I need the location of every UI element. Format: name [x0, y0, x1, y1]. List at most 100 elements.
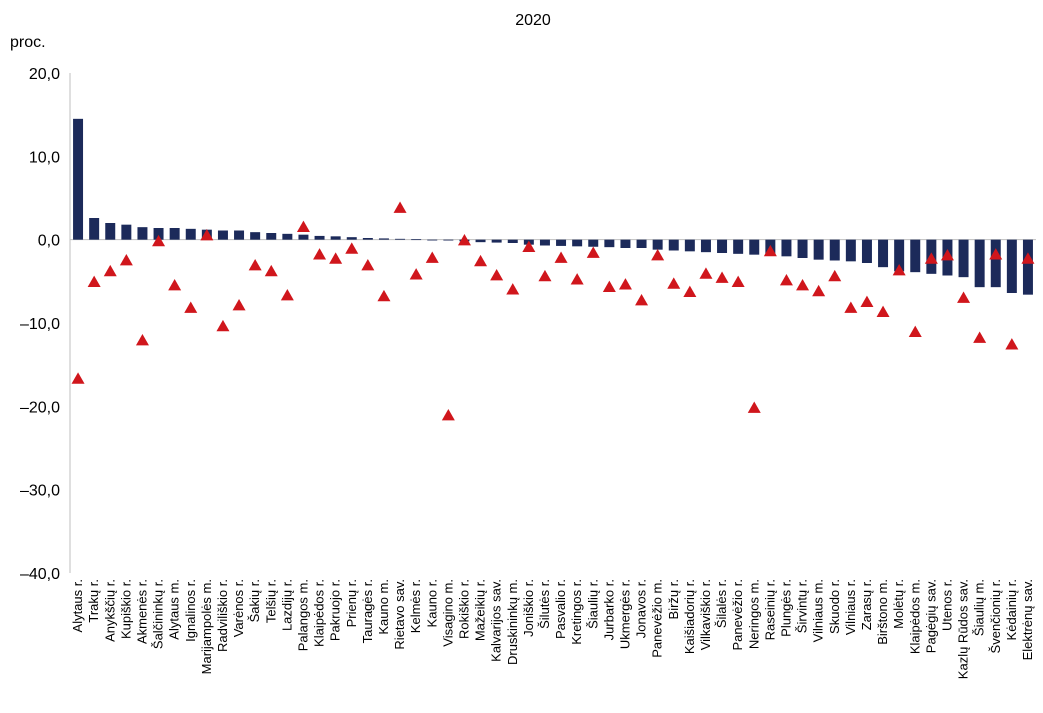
x-tick-label: Lazdijų r.: [279, 579, 294, 631]
x-tick-label: Šiaulių m.: [972, 579, 987, 636]
bar: [845, 239, 856, 262]
triangle-marker: [474, 254, 488, 267]
bar: [153, 228, 164, 240]
x-tick-label: Radviliškio r.: [215, 579, 230, 652]
triangle-marker: [667, 277, 681, 289]
bar: [829, 239, 840, 261]
bar: [572, 239, 583, 247]
triangle-marker: [796, 279, 810, 291]
bar: [781, 239, 792, 257]
triangle-marker: [506, 283, 520, 295]
bar: [588, 239, 599, 247]
bar: [733, 239, 744, 254]
triangle-marker: [168, 279, 182, 291]
bar: [250, 232, 261, 240]
bar: [684, 239, 695, 252]
triangle-marker: [522, 240, 536, 253]
x-tick-label: Ukmergės r.: [617, 579, 632, 649]
triangle-marker: [264, 264, 278, 277]
triangle-marker: [232, 299, 246, 311]
x-tick-label: Klaipėdos m.: [907, 579, 922, 654]
triangle-marker: [763, 244, 777, 257]
bar: [878, 239, 889, 268]
bar: [749, 239, 760, 255]
x-tick-label: Širvintų r.: [795, 579, 810, 633]
x-tick-label: Visagino m.: [440, 579, 455, 647]
x-tick-label: Trakų r.: [86, 579, 101, 623]
x-tick-label: Švenčionių r.: [988, 579, 1003, 653]
x-tick-label: Rokiškio r.: [456, 579, 471, 639]
triangle-marker: [1021, 252, 1035, 264]
x-tick-label: Mažeikių r.: [473, 579, 488, 641]
triangle-marker: [924, 252, 938, 264]
x-tick-label: Kauno m.: [376, 579, 391, 635]
x-tick-label: Kauno r.: [424, 579, 439, 627]
bar: [362, 238, 373, 240]
triangle-marker: [570, 273, 584, 285]
x-tick-label: Kretingos r.: [569, 579, 584, 645]
triangle-marker: [377, 289, 391, 302]
bar: [556, 239, 567, 246]
bar: [668, 239, 679, 251]
triangle-marker: [216, 319, 230, 332]
bar: [700, 239, 711, 253]
x-tick-label: Druskininkų m.: [505, 579, 520, 665]
triangle-marker: [747, 401, 761, 413]
bar: [717, 239, 728, 253]
bar: [491, 239, 502, 243]
x-tick-label: Birštono m.: [875, 579, 890, 645]
triangle-marker: [425, 251, 439, 263]
y-tick-label: 10,0: [29, 149, 60, 166]
bar: [282, 233, 293, 240]
bar: [330, 236, 341, 240]
triangle-marker: [635, 294, 649, 306]
x-tick-label: Alytaus m.: [167, 579, 182, 640]
y-tick-label: 20,0: [29, 66, 60, 83]
x-tick-label: Panevėžio r.: [730, 579, 745, 651]
x-tick-label: Šiaulių r.: [585, 579, 600, 629]
x-tick-labels: Alytaus r. Trakų r. Anykščių r. Kupiškio r.…: [70, 579, 1035, 679]
x-tick-label: Jonavos r.: [634, 579, 649, 638]
x-tick-label: Pagėgių sav.: [923, 579, 938, 653]
bars: [73, 118, 1033, 295]
bar: [378, 238, 389, 240]
triangle-marker: [87, 275, 101, 288]
triangle-marker: [296, 220, 310, 233]
x-tick-label: Joniškio r.: [521, 579, 536, 637]
y-tick-label: –30,0: [20, 483, 60, 500]
bar: [1022, 239, 1033, 295]
x-tick-label: Zarasų r.: [859, 579, 874, 630]
bar: [298, 234, 309, 240]
x-tick-label: Skuodo r.: [827, 579, 842, 634]
x-tick-label: Telšių r.: [263, 579, 278, 623]
bar: [185, 228, 196, 240]
x-tick-label: Šalčininkų r.: [151, 579, 166, 649]
triangle-marker: [71, 372, 85, 384]
bar: [89, 218, 100, 240]
x-tick-label: Utenos r.: [939, 579, 954, 631]
x-tick-label: Plungės r.: [778, 579, 793, 637]
bar: [797, 239, 808, 258]
triangle-marker: [940, 249, 954, 261]
bar: [234, 230, 245, 240]
triangle-marker: [457, 234, 471, 246]
x-tick-label: Vilniaus r.: [843, 579, 858, 635]
x-tick-label: Jurbarko r.: [601, 579, 616, 640]
triangle-marker: [779, 274, 793, 286]
triangle-marker: [812, 284, 826, 297]
chart-title: 2020: [515, 12, 551, 29]
triangle-marker: [731, 275, 745, 288]
x-tick-label: Prienų r.: [344, 579, 359, 627]
triangle-marker: [957, 291, 971, 303]
x-tick-label: Kėdainių r.: [1004, 579, 1019, 640]
triangle-marker: [683, 285, 697, 298]
bar: [604, 239, 615, 248]
x-tick-label: Ignalinos r.: [183, 579, 198, 642]
bar: [539, 239, 550, 246]
bar: [217, 230, 228, 240]
triangle-marker: [844, 301, 858, 313]
x-tick-label: Pasvalio r.: [553, 579, 568, 639]
bar: [121, 224, 132, 240]
bar: [314, 235, 325, 240]
